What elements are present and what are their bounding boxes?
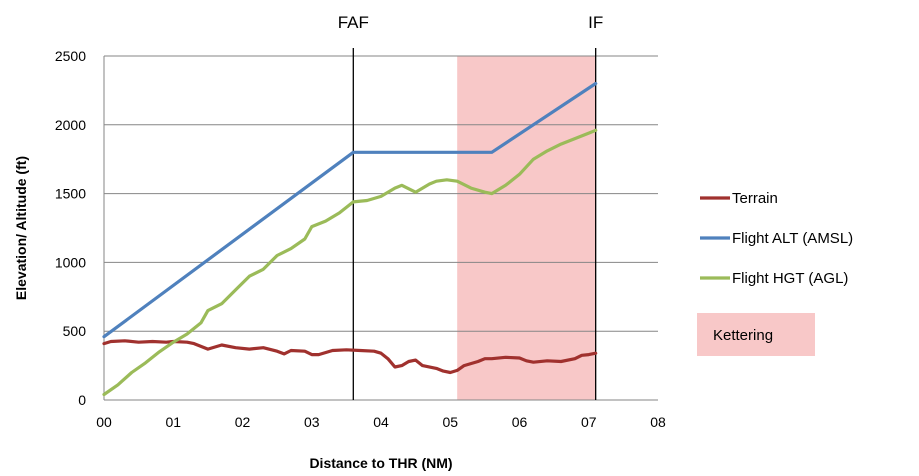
x-tick-label: 02 <box>235 414 251 430</box>
x-tick-label: 03 <box>304 414 320 430</box>
y-tick-labels: 0 500 1000 1500 2000 2500 <box>55 48 86 408</box>
y-tick-label: 1500 <box>55 186 86 202</box>
series-line-flight-hgt-agl <box>102 128 598 397</box>
x-tick-label: 08 <box>650 414 666 430</box>
legend: Terrain Flight ALT (AMSL) Flight HGT (AGL)… <box>697 190 853 356</box>
legend-label-kettering: Kettering <box>713 327 773 344</box>
series-lines <box>102 81 598 397</box>
y-tick-label: 0 <box>78 392 86 408</box>
x-axis-title: Distance to THR (NM) <box>309 455 452 471</box>
legend-label: Flight HGT (AGL) <box>732 270 848 287</box>
x-tick-label: 01 <box>165 414 181 430</box>
x-tick-label: 00 <box>96 414 112 430</box>
horizontal-gridlines <box>104 55 658 332</box>
legend-label: Terrain <box>732 190 778 207</box>
marker-label-if: IF <box>588 13 603 32</box>
x-tick-label: 04 <box>373 414 389 430</box>
y-tick-label: 2000 <box>55 117 86 133</box>
x-tick-label: 06 <box>512 414 528 430</box>
marker-label-faf: FAF <box>338 13 369 32</box>
y-tick-label: 1000 <box>55 254 86 270</box>
kettering-shaded-region <box>457 56 596 400</box>
legend-label: Flight ALT (AMSL) <box>732 230 853 247</box>
vertical-markers: FAF IF <box>338 13 603 400</box>
x-tick-label: 05 <box>442 414 458 430</box>
x-tick-labels: 00 01 02 03 04 05 06 07 08 <box>96 414 666 430</box>
series-line-terrain <box>102 339 598 375</box>
y-tick-label: 2500 <box>55 48 86 64</box>
y-tick-label: 500 <box>63 323 87 339</box>
x-tick-label: 07 <box>581 414 597 430</box>
y-axis-title: Elevation/ Altitude (ft) <box>13 156 29 300</box>
series-line-flight-alt-amsl <box>102 81 598 339</box>
legend-swatch-kettering <box>697 313 815 356</box>
